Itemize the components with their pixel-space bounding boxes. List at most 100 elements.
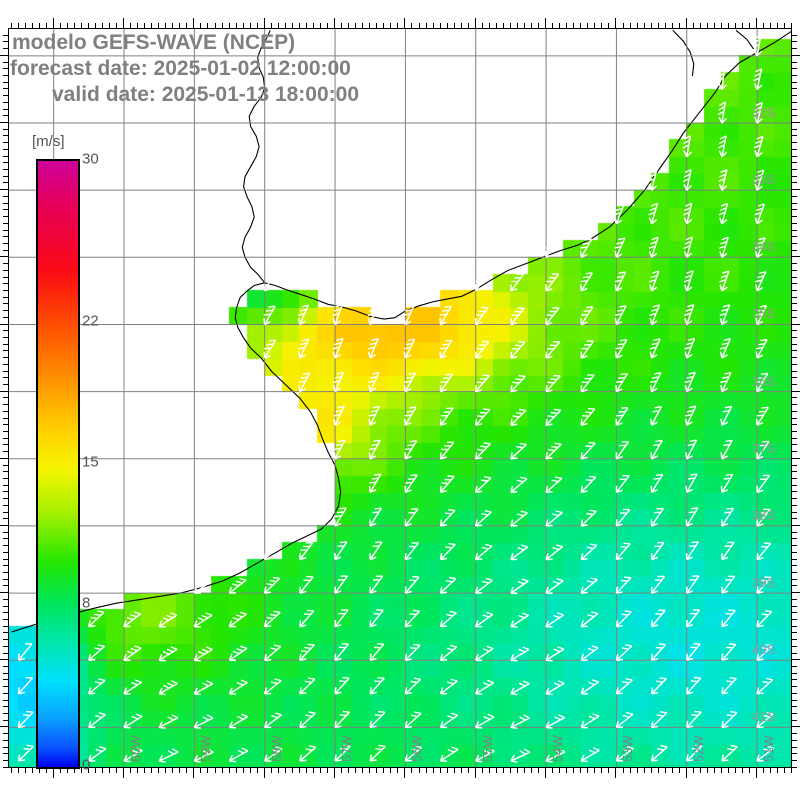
y-axis-tick-label: 38S — [752, 507, 776, 523]
minor-tick-y — [792, 377, 797, 379]
major-tick-x — [474, 768, 476, 778]
colorbar-tick-label: 8 — [82, 594, 91, 612]
minor-tick-y — [792, 491, 797, 493]
minor-tick-y — [792, 175, 797, 177]
minor-tick-x — [137, 768, 139, 773]
minor-tick-x — [228, 768, 230, 773]
major-tick-y — [792, 323, 800, 325]
minor-tick-x — [643, 768, 645, 773]
major-tick-x — [193, 768, 195, 778]
minor-tick-y — [792, 598, 797, 600]
major-tick-y — [0, 457, 8, 459]
minor-tick-x — [559, 768, 561, 773]
minor-tick-x — [425, 768, 427, 773]
major-tick-y — [792, 122, 800, 123]
minor-tick-y — [792, 404, 797, 405]
minor-tick-x — [671, 768, 673, 773]
major-tick-y — [0, 122, 8, 123]
minor-tick-x — [777, 768, 779, 773]
colorbar-unit-label: [m/s] — [32, 133, 65, 150]
major-tick-y — [792, 659, 800, 661]
major-tick-y — [0, 323, 8, 325]
minor-tick-x — [277, 768, 279, 773]
minor-tick-y — [792, 81, 797, 83]
minor-tick-y — [792, 75, 797, 76]
minor-tick-y — [792, 712, 797, 714]
minor-tick-y — [792, 625, 797, 627]
major-tick-y — [792, 726, 800, 728]
minor-tick-y — [792, 169, 797, 170]
minor-tick-y — [792, 95, 797, 97]
minor-tick-y — [792, 101, 797, 103]
minor-tick-x — [784, 768, 786, 773]
colorbar-tick-label: 0 — [82, 756, 91, 774]
minor-tick-y — [792, 316, 797, 318]
minor-tick-x — [369, 768, 371, 773]
minor-tick-y — [792, 229, 797, 231]
minor-tick-x — [622, 768, 624, 773]
minor-tick-y — [792, 276, 797, 278]
minor-tick-y — [792, 444, 797, 446]
minor-tick-y — [792, 719, 797, 721]
minor-tick-y — [792, 330, 797, 332]
minor-tick-y — [792, 195, 797, 197]
minor-tick-y — [792, 182, 797, 184]
minor-tick-y — [792, 115, 797, 117]
minor-tick-y — [792, 162, 797, 164]
minor-tick-y — [792, 370, 797, 372]
major-tick-y — [0, 256, 8, 258]
minor-tick-x — [348, 768, 350, 773]
minor-tick-x — [397, 768, 399, 773]
minor-tick-x — [355, 768, 357, 773]
minor-tick-x — [270, 768, 272, 773]
minor-tick-y — [792, 699, 797, 701]
y-axis-tick-label: 35S — [752, 306, 776, 322]
major-tick-x — [545, 768, 547, 778]
minor-tick-y — [792, 289, 797, 291]
minor-tick-y — [792, 303, 797, 305]
minor-tick-x — [495, 768, 497, 773]
major-tick-x — [52, 18, 54, 28]
major-tick-y — [792, 54, 800, 56]
minor-tick-y — [792, 531, 797, 533]
x-axis-tick-label: 60W — [128, 735, 143, 762]
minor-tick-y — [792, 451, 797, 452]
minor-tick-y — [792, 108, 797, 110]
minor-tick-y — [792, 283, 797, 285]
minor-tick-y — [792, 343, 797, 345]
minor-tick-x — [678, 768, 680, 773]
minor-tick-x — [770, 768, 772, 773]
major-tick-y — [0, 54, 8, 56]
minor-tick-x — [165, 768, 167, 773]
minor-tick-y — [792, 498, 797, 500]
minor-tick-x — [298, 768, 300, 773]
minor-tick-y — [792, 48, 797, 50]
minor-tick-y — [792, 665, 797, 667]
minor-tick-y — [792, 202, 797, 204]
major-tick-y — [792, 592, 800, 594]
minor-tick-x — [601, 768, 603, 773]
minor-tick-x — [151, 768, 153, 773]
minor-tick-x — [94, 768, 96, 773]
minor-tick-x — [749, 768, 751, 773]
minor-tick-y — [792, 128, 797, 130]
minor-tick-x — [791, 768, 793, 773]
minor-tick-y — [792, 545, 797, 547]
minor-tick-x — [467, 768, 469, 773]
minor-tick-x — [418, 768, 420, 773]
map-plot-area[interactable] — [8, 28, 792, 768]
minor-tick-x — [362, 768, 364, 773]
major-tick-x — [685, 18, 687, 28]
major-tick-x — [404, 768, 406, 778]
minor-tick-y — [792, 363, 797, 365]
minor-tick-y — [792, 430, 797, 432]
minor-tick-y — [792, 471, 797, 473]
minor-tick-x — [446, 768, 448, 773]
minor-tick-y — [792, 61, 797, 63]
y-axis-tick-label: 36S — [752, 373, 776, 389]
minor-tick-x — [587, 768, 589, 773]
minor-tick-x — [636, 768, 638, 773]
minor-tick-y — [792, 518, 797, 520]
minor-tick-x — [305, 768, 307, 773]
